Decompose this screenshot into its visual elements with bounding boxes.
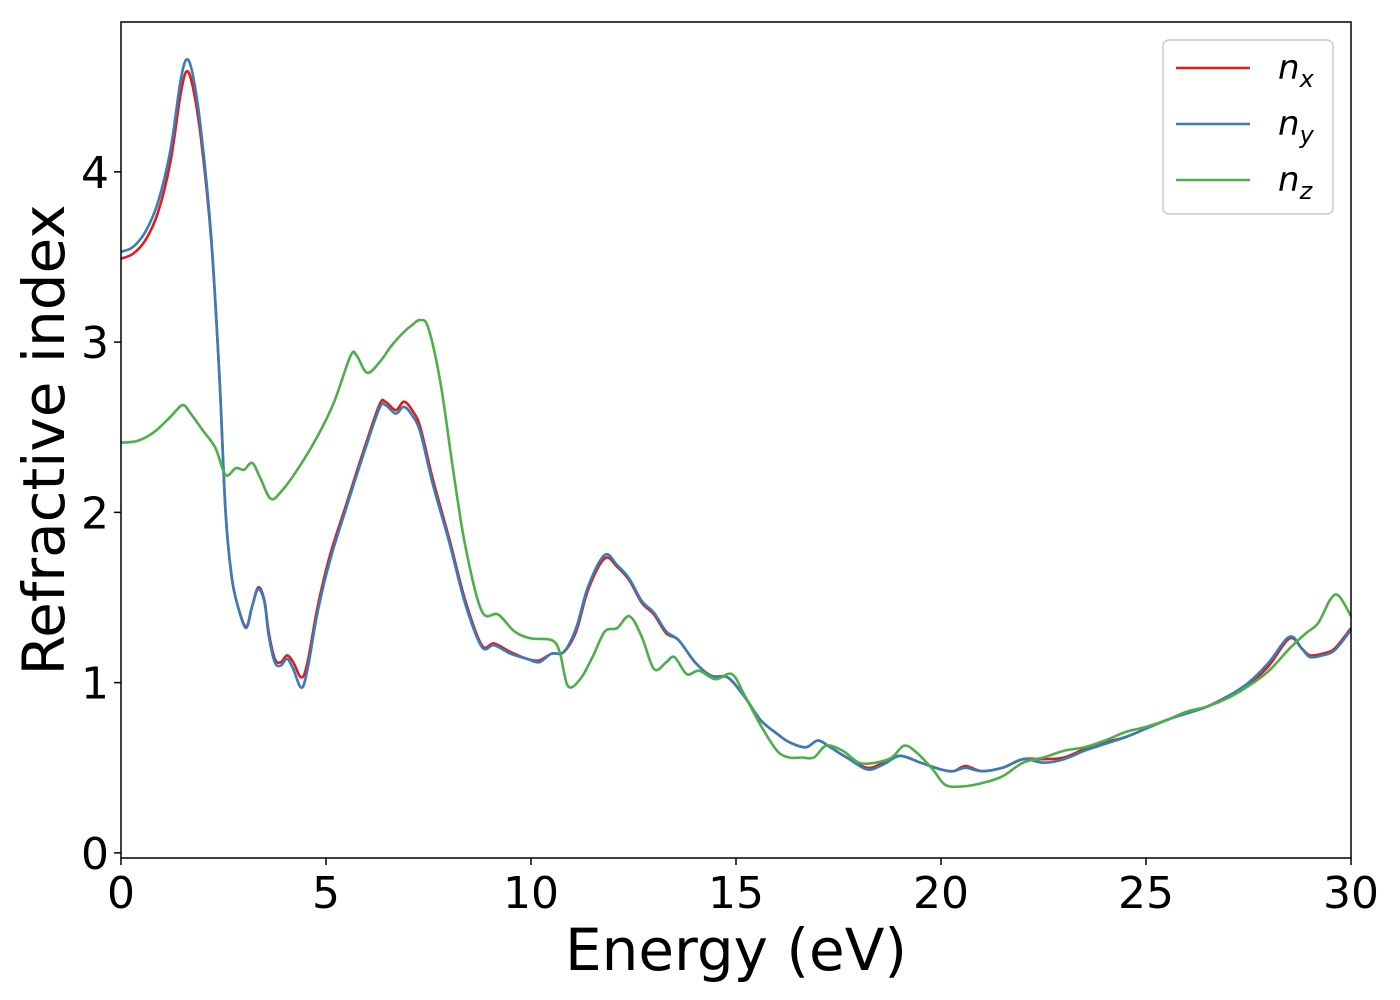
y-tick-label: 3 bbox=[81, 318, 109, 369]
x-tick-label: 5 bbox=[312, 868, 340, 919]
y-tick-label: 4 bbox=[81, 148, 109, 199]
legend-label-ny: ny bbox=[1278, 104, 1315, 149]
x-axis-label: Energy (eV) bbox=[565, 916, 907, 984]
y-tick-label: 2 bbox=[81, 488, 109, 539]
x-tick-label: 0 bbox=[107, 868, 135, 919]
series-line-nz bbox=[120, 318, 1353, 789]
x-tick-label: 15 bbox=[708, 868, 764, 919]
y-axis-label: Refractive index bbox=[10, 204, 78, 675]
x-tick-label: 10 bbox=[503, 868, 559, 919]
y-tick-label: 1 bbox=[81, 659, 109, 710]
series-layer bbox=[120, 58, 1353, 789]
x-tick-label: 20 bbox=[913, 868, 969, 919]
x-axis-ticks: 0 5 10 15 20 25 30 bbox=[107, 858, 1379, 919]
legend-box bbox=[1162, 39, 1334, 215]
legend-label-nx: nx bbox=[1278, 48, 1315, 93]
x-tick-label: 30 bbox=[1323, 868, 1379, 919]
y-tick-label: 0 bbox=[81, 829, 109, 880]
y-axis-ticks: 0 1 2 3 4 bbox=[81, 148, 121, 880]
x-tick-label: 25 bbox=[1118, 868, 1174, 919]
series-line-ny bbox=[120, 58, 1353, 773]
